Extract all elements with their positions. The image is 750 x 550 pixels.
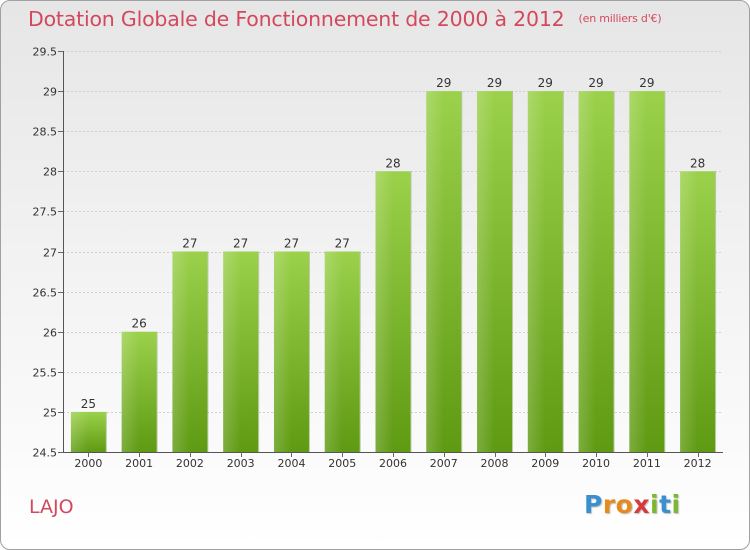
- x-tick-label: 2012: [684, 457, 712, 470]
- data-label: 27: [182, 237, 197, 251]
- y-tick-label: 26: [43, 327, 57, 340]
- bar-highlight: [426, 91, 444, 452]
- bar-highlight: [70, 411, 89, 452]
- bar-highlight: [578, 91, 597, 452]
- x-tick-label: 2004: [277, 457, 305, 470]
- bar-highlight: [121, 331, 140, 452]
- chart-title-text: Dotation Globale de Fonctionnement de 20…: [28, 7, 565, 31]
- chart-title: Dotation Globale de Fonctionnement de 20…: [28, 7, 662, 31]
- data-label: 29: [588, 76, 603, 90]
- data-label: 29: [538, 76, 553, 90]
- x-tick-label: 2003: [227, 457, 255, 470]
- label-layer: 25 26 27 27 27 27 28 29 29 29 29 29 28: [81, 76, 706, 411]
- logo-letter: P: [584, 490, 603, 519]
- x-tick-label: 2002: [176, 457, 204, 470]
- logo-letter: r: [602, 490, 616, 519]
- y-tick-label: 28.5: [33, 126, 58, 139]
- y-tick-label: 24.5: [33, 447, 58, 460]
- bar-highlight: [375, 171, 393, 453]
- y-tick-label: 27: [43, 247, 57, 260]
- data-label: 27: [284, 237, 299, 251]
- data-label: 29: [639, 76, 654, 90]
- data-label: 28: [385, 156, 400, 170]
- x-tick-label: 2010: [582, 457, 610, 470]
- data-label: 26: [132, 317, 147, 331]
- y-tick-label: 25.5: [33, 367, 58, 380]
- bar-layer: [70, 91, 717, 453]
- x-tick-label: 2006: [379, 457, 407, 470]
- x-tick-label: 2001: [125, 457, 153, 470]
- logo-letter: x: [633, 490, 650, 519]
- data-label: 27: [233, 237, 248, 251]
- logo-letter: t: [659, 490, 672, 519]
- bar-highlight: [477, 91, 495, 452]
- x-tick-label: 2000: [74, 457, 102, 470]
- bar-highlight: [680, 171, 698, 453]
- logo-letter: o: [615, 490, 634, 519]
- proxiti-logo: Proxiti: [584, 490, 681, 519]
- bar-highlight: [223, 251, 241, 452]
- x-tick-label: 2011: [633, 457, 661, 470]
- data-label: 29: [436, 76, 451, 90]
- y-tick-label: 28: [43, 166, 57, 179]
- data-label: 27: [335, 237, 350, 251]
- y-tick-label: 29: [43, 86, 57, 99]
- bar-highlight: [629, 91, 647, 452]
- x-tick-label: 2008: [481, 457, 509, 470]
- data-label: 28: [690, 156, 705, 170]
- bar-highlight: [273, 251, 292, 452]
- y-tick-label: 26.5: [33, 287, 58, 300]
- y-tick-label: 29.5: [33, 46, 58, 59]
- unit-note: (en milliers d'€): [578, 12, 662, 25]
- x-tick-label: 2005: [328, 457, 356, 470]
- x-tick-label: 2009: [531, 457, 559, 470]
- bar-highlight: [172, 251, 190, 452]
- commune-name: LAJO: [29, 496, 74, 518]
- logo-letter: i: [671, 490, 681, 519]
- bar-highlight: [324, 251, 343, 452]
- x-tick-label: 2007: [430, 457, 458, 470]
- data-label: 29: [487, 76, 502, 90]
- axis-layer: 24.5 25 25.5 26 26.5 27 27.5 28 28.5 29 29.5 2000 20…: [33, 46, 723, 470]
- y-tick-label: 27.5: [33, 206, 58, 219]
- logo-letter: i: [650, 490, 660, 519]
- data-label: 25: [81, 397, 96, 411]
- bar-highlight: [527, 91, 546, 452]
- y-tick-label: 25: [43, 407, 57, 420]
